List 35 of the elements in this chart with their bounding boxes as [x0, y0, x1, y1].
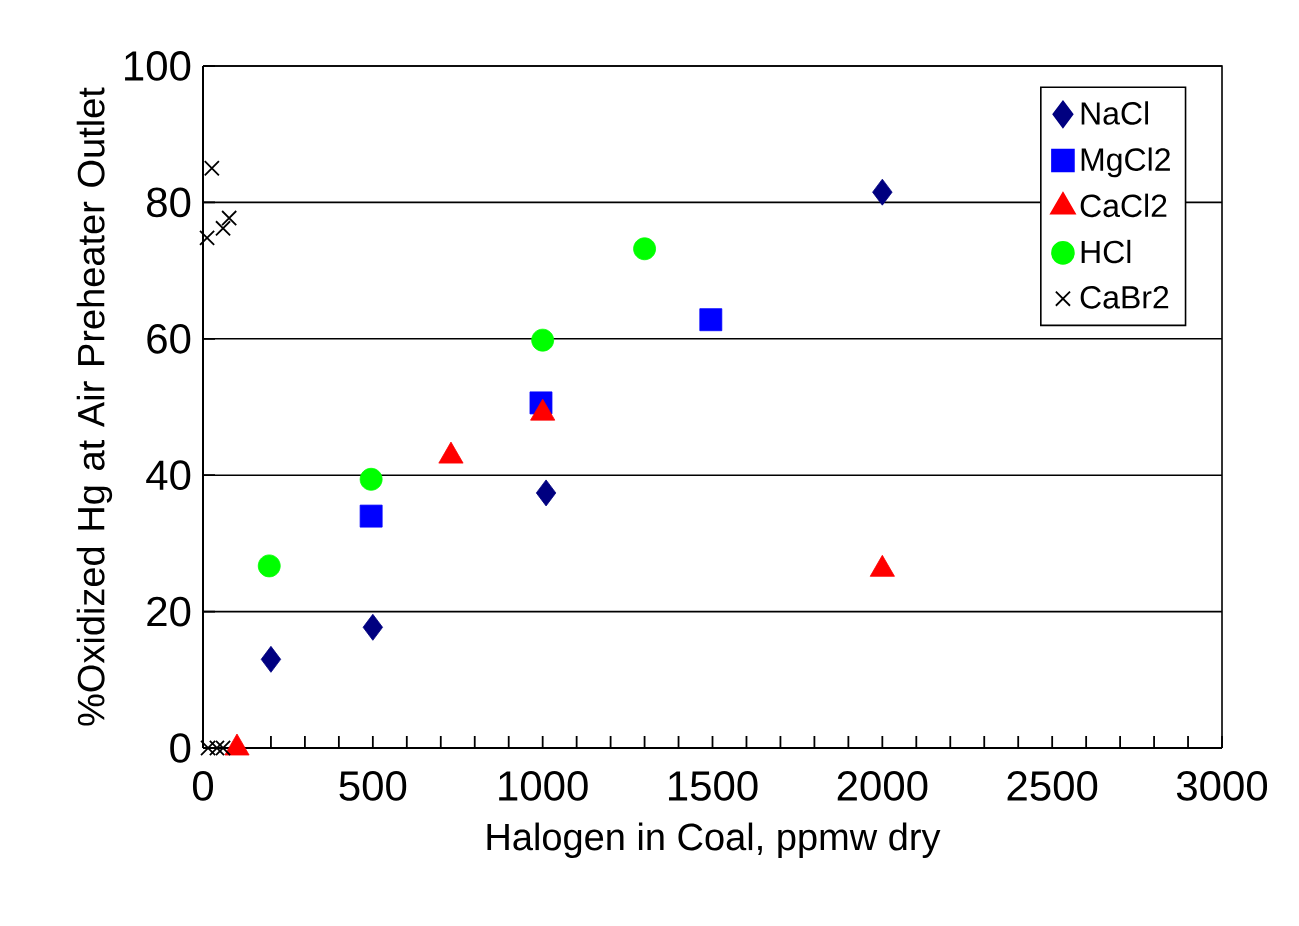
y-tick-label: 20: [147, 596, 191, 627]
x-axis-title: Halogen in Coal, ppmw dry: [487, 822, 941, 858]
legend-label: CaBr2: [1080, 286, 1169, 309]
y-tick-label: 40: [146, 460, 191, 491]
point: [208, 740, 225, 756]
point: [531, 328, 555, 352]
point: [203, 160, 220, 177]
y-tick-label: 60: [147, 323, 191, 354]
point: [535, 479, 557, 507]
y-tick-label: 100: [125, 51, 191, 81]
point: [359, 504, 383, 528]
x-tick-label: 500: [339, 771, 407, 801]
legend-label: NaCl: [1081, 101, 1149, 125]
x-tick-label: 3000: [1176, 771, 1268, 801]
point: [215, 220, 232, 237]
x-tick-label: 0: [192, 771, 214, 801]
x-tick-label: 2000: [837, 771, 928, 801]
x-tick-label: 1000: [499, 771, 588, 801]
y-axis-title: %Oxidized Hg at Air Preheater Outlet: [76, 87, 113, 726]
point: [699, 308, 723, 332]
point: [362, 613, 383, 641]
y-tick-label: 0: [170, 733, 191, 763]
point: [872, 178, 893, 206]
point: [257, 554, 281, 578]
point: [359, 467, 383, 491]
point: [633, 237, 656, 261]
x-tick-label: 2500: [1007, 771, 1098, 801]
y-tick-label: 80: [147, 187, 191, 218]
x-tick-label: 1500: [668, 771, 758, 801]
point: [260, 645, 282, 673]
point: [221, 210, 238, 227]
point: [199, 229, 216, 246]
legend-label: MgCl2: [1081, 147, 1170, 178]
legend-label: CaCl2: [1080, 193, 1167, 218]
legend-label: HCl: [1081, 239, 1131, 264]
